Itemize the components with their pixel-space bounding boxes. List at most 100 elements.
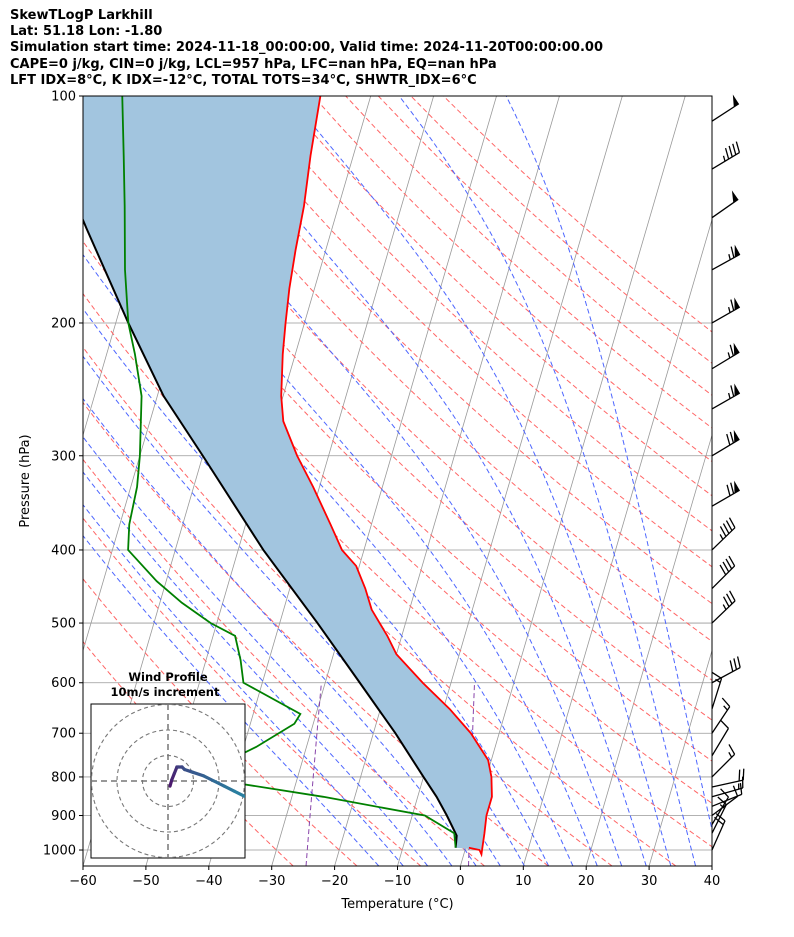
wind-barb xyxy=(711,342,740,370)
barb-flag xyxy=(728,145,733,158)
dry-adiabat-line xyxy=(117,96,712,681)
dry-adiabat-line xyxy=(215,96,712,568)
moist-adiabat-line xyxy=(83,534,380,866)
wind-barb xyxy=(711,141,741,170)
barb-pennant xyxy=(734,244,741,258)
barb-staff xyxy=(711,728,730,757)
barb-flag xyxy=(722,596,730,607)
hodograph-segment xyxy=(212,779,226,788)
y-tick-label: 500 xyxy=(51,617,76,632)
moist-adiabat-line xyxy=(83,118,598,866)
isotherm-line xyxy=(648,649,712,866)
barb-staff xyxy=(711,565,736,589)
barb-staff xyxy=(711,820,726,851)
chart-header: SkewTLogP Larkhill Lat: 51.18 Lon: -1.80… xyxy=(10,8,780,89)
barb-staff xyxy=(711,779,744,788)
barb-half-flag xyxy=(728,752,733,758)
hodograph-title: Wind Profile xyxy=(128,670,208,684)
barb-flag xyxy=(725,520,733,531)
location-label: Lat: 51.18 Lon: -1.80 xyxy=(10,24,163,40)
barb-flag xyxy=(719,526,727,537)
x-tick-label: 0 xyxy=(456,874,464,889)
wind-barb xyxy=(711,94,740,122)
y-tick-label: 400 xyxy=(51,543,76,558)
hodograph-segment xyxy=(222,784,236,793)
barb-flag xyxy=(728,744,736,755)
barb-pennant xyxy=(734,480,740,494)
x-tick-label: −50 xyxy=(132,874,159,889)
barb-staff xyxy=(711,793,742,807)
barb-half-flag xyxy=(722,604,727,610)
y-tick-label: 100 xyxy=(51,90,76,105)
barb-staff xyxy=(711,527,736,551)
barb-staff xyxy=(711,667,741,684)
dry-adiabat-line xyxy=(84,96,712,721)
barb-flag xyxy=(730,385,735,397)
barb-flag xyxy=(730,246,735,258)
barb-staff xyxy=(711,489,740,507)
isotherm-line xyxy=(334,96,560,866)
barb-half-flag xyxy=(727,352,731,359)
barb-flag xyxy=(730,482,735,494)
mixing-ratio-line xyxy=(305,682,322,866)
barb-staff xyxy=(711,152,740,170)
barb-pennant xyxy=(734,297,740,311)
x-tick-label: 20 xyxy=(578,874,595,889)
barb-flag xyxy=(722,561,730,573)
moist-adiabat-line xyxy=(197,96,647,866)
dry-adiabat-line xyxy=(83,140,712,762)
hodograph-area xyxy=(91,704,245,858)
wind-barb xyxy=(711,744,736,778)
moist-adiabat-line xyxy=(398,96,697,866)
wind-barb xyxy=(711,383,741,410)
x-tick-label: −20 xyxy=(321,874,348,889)
barb-flag xyxy=(732,785,739,797)
wind-barb xyxy=(711,480,740,507)
barb-flag xyxy=(720,719,729,729)
barb-flag xyxy=(736,656,741,668)
barb-flag xyxy=(719,564,727,576)
moist-adiabat-line xyxy=(83,504,404,866)
barb-flag xyxy=(733,658,738,670)
wind-barb xyxy=(711,785,739,817)
hodograph-subtitle: 10m/s increment xyxy=(111,685,220,699)
chart-title: SkewTLogP Larkhill xyxy=(10,8,153,23)
hodograph-segment xyxy=(190,770,206,778)
barb-staff xyxy=(711,600,736,624)
barb-flag xyxy=(728,555,736,567)
x-tick-label: −30 xyxy=(258,874,285,889)
x-tick-label: −40 xyxy=(195,874,222,889)
barb-flag xyxy=(735,141,741,153)
moist-adiabat-line xyxy=(83,397,477,866)
barb-flag xyxy=(729,431,735,444)
barb-staff xyxy=(711,804,727,834)
barb-staff xyxy=(711,753,736,778)
wind-barb xyxy=(711,719,730,757)
barb-flag xyxy=(726,433,731,446)
wind-barb xyxy=(711,429,740,457)
wind-barb xyxy=(711,555,736,589)
dry-adiabat-line xyxy=(280,96,712,497)
y-axis: 100 200 300 400 500 600 700 800 900 1000 xyxy=(43,90,83,859)
temperature-line xyxy=(280,96,493,858)
barb-pennant xyxy=(733,429,740,443)
barb-flag xyxy=(711,671,722,679)
barb-flag xyxy=(729,590,736,602)
parcel-profile-line xyxy=(83,217,458,848)
dry-adiabat-line xyxy=(247,96,712,532)
y-tick-label: 700 xyxy=(51,727,76,742)
barb-pennant xyxy=(733,342,740,356)
barb-staff xyxy=(711,787,743,798)
wind-barb xyxy=(711,517,736,551)
barb-flag xyxy=(728,517,736,528)
barb-half-flag xyxy=(719,534,724,540)
x-tick-label: −60 xyxy=(69,874,96,889)
x-tick-label: 40 xyxy=(704,874,721,889)
barb-pennant xyxy=(734,383,740,396)
y-tick-label: 1000 xyxy=(43,844,76,859)
wind-barb xyxy=(711,768,745,788)
x-tick-label: 10 xyxy=(515,874,532,889)
barb-staff xyxy=(711,706,731,734)
wind-barb xyxy=(711,590,736,624)
